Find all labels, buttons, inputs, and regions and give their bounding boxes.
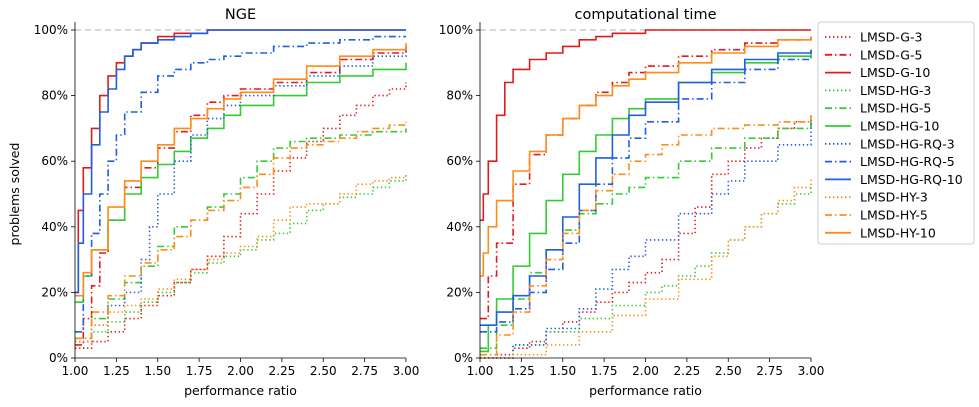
series-line-lmsd-g-3	[75, 82, 407, 349]
x-tick-label: 1.75	[186, 364, 213, 378]
legend-label: LMSD-G-10	[860, 65, 930, 80]
chart-computational-time: computational time performance ratio 1.0…	[439, 7, 825, 398]
x-tick-label: 1.50	[144, 364, 171, 378]
series-line-lmsd-g-5	[480, 36, 812, 320]
x-tick-label: 1.00	[62, 364, 89, 378]
legend: LMSD-G-3 LMSD-G-5 LMSD-G-10 LMSD-HG-3 LMSD-H…	[817, 21, 975, 245]
x-axis-label: performance ratio	[184, 383, 297, 398]
series-line-lmsd-g-10	[480, 29, 811, 221]
series-line-lmsd-hg-5	[480, 118, 812, 349]
x-tick-label: 3.00	[393, 364, 420, 378]
series-line-lmsd-g-5	[75, 46, 407, 346]
series-line-lmsd-hy-5	[480, 115, 812, 356]
y-tick-label: 60%	[446, 154, 473, 168]
y-tick-label: 60%	[41, 154, 68, 168]
x-tick-label: 2.00	[632, 364, 659, 378]
x-tick-label: 2.25	[269, 364, 296, 378]
y-tick-label: 80%	[41, 89, 68, 103]
y-tick-label: 0%	[454, 351, 473, 365]
plot-area	[75, 29, 407, 349]
y-tick-label: 20%	[446, 285, 473, 299]
x-tick-label: 1.75	[591, 364, 618, 378]
legend-label: LMSD-HY-10	[860, 225, 936, 240]
plot-area	[480, 29, 812, 359]
series-line-lmsd-hg-rq-10	[480, 49, 812, 326]
series-line-lmsd-hy-10	[75, 43, 407, 297]
x-tick-label: 2.50	[715, 364, 742, 378]
legend-label: LMSD-HY-5	[860, 208, 928, 223]
x-tick-label: 2.75	[351, 364, 378, 378]
y-tick-label: 40%	[41, 220, 68, 234]
x-tick-label: 2.50	[310, 364, 337, 378]
x-tick-label: 2.00	[227, 364, 254, 378]
y-tick-label: 100%	[34, 23, 68, 37]
chart-nge: NGE problems solved performance ratio 1.…	[7, 7, 419, 398]
tick-group: 1.00 1.25 1.50 1.75 2.00 2.25 2.50 2.75 3.00 0% 20…	[439, 23, 825, 378]
x-tick-label: 1.25	[508, 364, 535, 378]
series-line-lmsd-hy-3	[480, 177, 812, 359]
series-line-lmsd-hg-5	[75, 128, 407, 340]
x-tick-label: 3.00	[798, 364, 825, 378]
series-line-lmsd-hy-10	[480, 36, 812, 277]
legend-label: LMSD-HG-10	[860, 119, 939, 134]
x-tick-label: 2.75	[756, 364, 783, 378]
x-tick-label: 1.25	[103, 364, 130, 378]
x-tick-label: 2.25	[674, 364, 701, 378]
series-line-lmsd-hg-rq-5	[480, 56, 812, 333]
legend-label: LMSD-G-5	[860, 47, 922, 62]
series-line-lmsd-hy-3	[75, 174, 407, 343]
legend-label: LMSD-HG-RQ-3	[860, 136, 955, 151]
legend-label: LMSD-G-3	[860, 30, 922, 45]
series-line-lmsd-hg-rq-10	[75, 29, 406, 294]
legend-items: LMSD-G-3 LMSD-G-5 LMSD-G-10 LMSD-HG-3 LMSD-H…	[825, 30, 963, 240]
tick-group: 1.00 1.25 1.50 1.75 2.00 2.25 2.50 2.75 3.00 0% 20…	[34, 23, 420, 378]
series-line-lmsd-g-3	[480, 115, 812, 359]
legend-label: LMSD-HG-3	[860, 83, 931, 98]
series-line-lmsd-hy-5	[75, 121, 407, 340]
y-tick-label: 100%	[439, 23, 473, 37]
chart-title: computational time	[575, 7, 717, 23]
x-tick-label: 1.50	[549, 364, 576, 378]
legend-label: LMSD-HY-3	[860, 190, 928, 205]
x-axis-label: performance ratio	[589, 383, 702, 398]
legend-label: LMSD-HG-RQ-5	[860, 154, 955, 169]
y-tick-label: 40%	[446, 220, 473, 234]
legend-box	[817, 21, 975, 245]
series-line-lmsd-hg-10	[480, 49, 812, 353]
y-axis-label: problems solved	[7, 143, 22, 246]
legend-label: LMSD-HG-RQ-10	[860, 172, 963, 187]
y-tick-label: 80%	[446, 89, 473, 103]
series-line-lmsd-hg-3	[480, 184, 812, 359]
x-tick-label: 1.00	[467, 364, 494, 378]
chart-title: NGE	[225, 7, 256, 23]
y-tick-label: 0%	[49, 351, 68, 365]
y-tick-label: 20%	[41, 285, 68, 299]
legend-label: LMSD-HG-5	[860, 101, 931, 116]
series-line-lmsd-hg-rq-5	[75, 35, 406, 333]
